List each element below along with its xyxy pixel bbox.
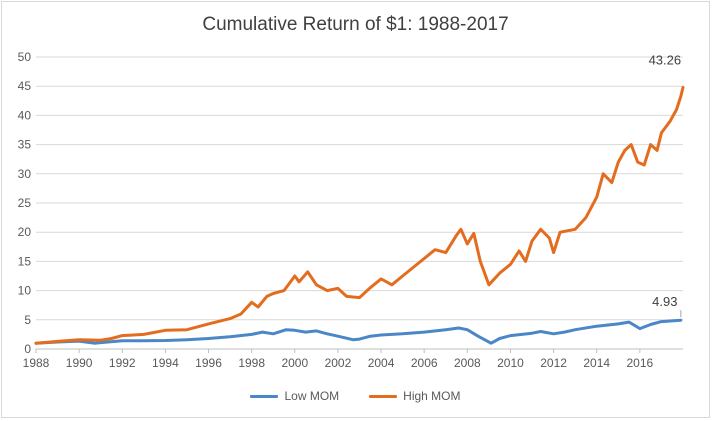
series-line-low-mom [34,318,683,345]
y-axis-ticks: 0 5 10 15 20 25 30 35 40 45 50 [18,50,32,356]
y-tick-label: 0 [24,342,31,356]
legend-swatch-low-mom [250,394,279,398]
x-tick-label: 2012 [540,356,567,370]
legend-item-high-mom: High MOM [369,389,461,403]
data-label-low-mom: 4.93 [652,294,677,309]
y-tick-label: 25 [18,196,32,210]
x-tick-label: 2002 [325,356,352,370]
legend-label-low-mom: Low MOM [284,389,340,403]
x-axis-ticks: 1988 1990 1992 1994 1996 1998 2000 2002 2004 2006… [23,349,654,370]
x-tick-label: 1994 [152,356,179,370]
legend-label-high-mom: High MOM [403,389,461,403]
x-tick-label: 2004 [368,356,395,370]
y-tick-label: 45 [18,79,32,93]
legend-swatch-high-mom [369,394,398,398]
series-lines [34,85,685,345]
x-tick-label: 1988 [23,356,50,370]
y-tick-label: 50 [18,50,32,64]
data-label-high-mom: 43.26 [649,52,682,67]
y-tick-label: 30 [18,167,32,181]
grid-lines [36,56,683,321]
x-tick-label: 2000 [281,356,308,370]
x-tick-label: 2016 [627,356,654,370]
x-tick-label: 1992 [109,356,136,370]
chart-title: Cumulative Return of $1: 1988-2017 [202,14,509,35]
x-tick-label: 2008 [454,356,481,370]
y-tick-label: 35 [18,138,32,152]
x-tick-label: 1990 [66,356,93,370]
x-tick-label: 1998 [238,356,265,370]
x-tick-label: 2006 [411,356,438,370]
end-labels: 4.93 43.26 [649,52,682,318]
y-tick-label: 5 [24,313,31,327]
x-tick-label: 1996 [195,356,222,370]
y-tick-label: 10 [18,284,32,298]
x-tick-label: 2010 [497,356,524,370]
y-tick-label: 15 [18,254,32,268]
y-tick-label: 40 [18,108,32,122]
series-line-high-mom [34,85,685,345]
x-tick-label: 2014 [583,356,610,370]
y-tick-label: 20 [18,225,32,239]
legend-item-low-mom: Low MOM [250,389,339,403]
legend: Low MOM High MOM [0,389,711,403]
